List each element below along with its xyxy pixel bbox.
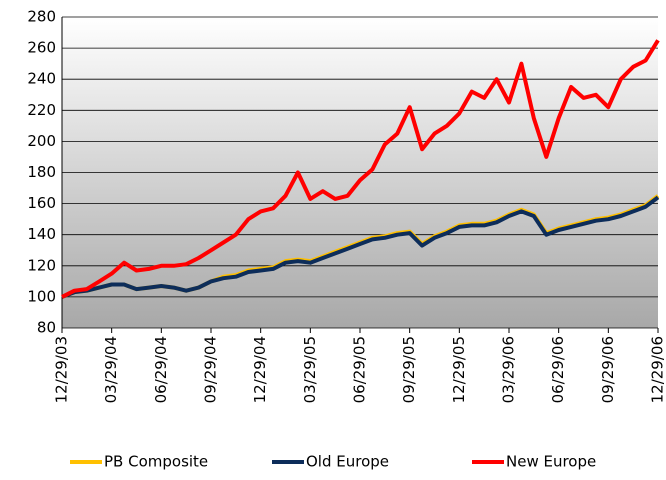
- x-tick-label: 09/29/05: [400, 336, 418, 403]
- x-tick-label: 03/29/06: [500, 336, 518, 403]
- x-tick-label: 09/29/04: [202, 336, 220, 403]
- y-tick-label: 160: [27, 194, 56, 212]
- x-tick-label: 12/29/06: [649, 336, 666, 403]
- y-tick-label: 260: [27, 39, 56, 57]
- x-tick-label: 06/29/06: [549, 336, 567, 403]
- y-tick-label: 100: [27, 287, 56, 305]
- legend-label: Old Europe: [306, 453, 389, 471]
- x-tick-label: 06/29/05: [351, 336, 369, 403]
- x-tick-label: 09/29/06: [599, 336, 617, 403]
- x-tick-label: 03/29/04: [102, 336, 120, 403]
- x-tick-label: 12/29/04: [251, 336, 269, 403]
- y-tick-label: 280: [27, 8, 56, 26]
- y-tick-label: 140: [27, 225, 56, 243]
- y-tick-label: 120: [27, 256, 56, 274]
- x-tick-label: 03/29/05: [301, 336, 319, 403]
- y-tick-label: 220: [27, 101, 56, 119]
- legend-label: New Europe: [506, 453, 596, 471]
- x-tick-label: 06/29/04: [152, 336, 170, 403]
- y-tick-label: 240: [27, 70, 56, 88]
- y-tick-label: 180: [27, 163, 56, 181]
- y-tick-label: 80: [37, 319, 56, 337]
- y-tick-label: 200: [27, 132, 56, 150]
- x-tick-label: 12/29/05: [450, 336, 468, 403]
- x-tick-label: 12/29/03: [53, 336, 71, 403]
- legend-label: PB Composite: [104, 453, 208, 471]
